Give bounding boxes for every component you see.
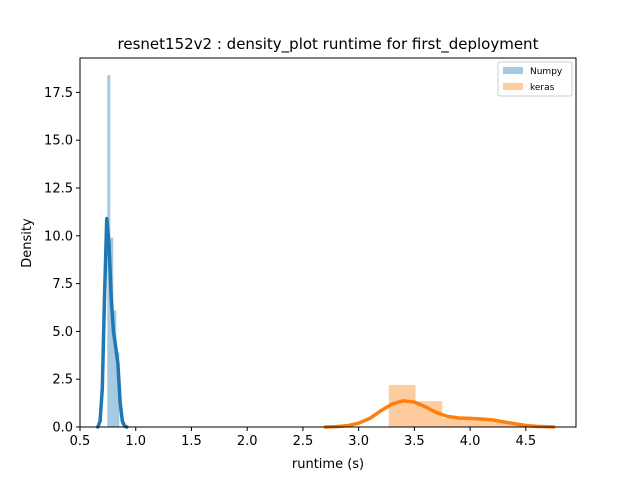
y-tick-label: 7.5 — [52, 277, 73, 292]
histogram-bar-numpy-2 — [113, 310, 117, 427]
legend-label-keras: keras — [530, 83, 555, 93]
y-tick-label: 2.5 — [52, 373, 73, 388]
legend-label-numpy: Numpy — [530, 67, 563, 77]
y-tick-label: 0.0 — [52, 421, 73, 436]
histogram-bar-keras-2 — [442, 418, 469, 427]
y-tick-label: 5.0 — [52, 325, 73, 340]
x-tick-label: 1.5 — [181, 434, 202, 449]
x-tick-label: 2.0 — [237, 434, 258, 449]
x-tick-label: 4.0 — [460, 434, 481, 449]
y-tick-label: 17.5 — [44, 86, 73, 101]
histogram-bar-keras-4 — [495, 422, 523, 427]
plot-frame — [79, 57, 577, 428]
legend: Numpy keras — [497, 61, 573, 97]
plot-area — [79, 57, 577, 429]
x-tick-label: 3.5 — [404, 434, 425, 449]
legend-swatch-numpy — [503, 67, 523, 74]
x-tick-label: 2.5 — [293, 434, 314, 449]
chart-title: resnet152v2 : density_plot runtime for f… — [118, 35, 539, 54]
y-tick-label: 15.0 — [44, 134, 73, 149]
x-tick-label: 4.5 — [515, 434, 536, 449]
y-axis-label: Density — [20, 218, 35, 268]
kde-line-keras — [323, 399, 556, 429]
histogram-bar-keras-3 — [468, 418, 496, 427]
x-tick-label: 1.0 — [125, 434, 146, 449]
kde-line-numpy — [96, 216, 129, 429]
legend-box — [497, 61, 573, 97]
x-tick-label: 0.5 — [70, 434, 91, 449]
y-axis-ticks: 0.0 2.5 5.0 7.5 10.0 12.5 15.0 17.5 — [44, 86, 80, 436]
kde-curves — [96, 216, 556, 429]
y-tick-label: 12.5 — [44, 182, 73, 197]
legend-swatch-keras — [503, 83, 523, 90]
histogram-bar-keras-0 — [388, 384, 416, 427]
x-axis-ticks: 0.5 1.0 1.5 2.0 2.5 3.0 3.5 4.0 4.5 — [70, 427, 536, 449]
y-tick-label: 10.0 — [44, 229, 73, 244]
x-axis-label: runtime (s) — [292, 457, 364, 472]
x-tick-label: 3.0 — [348, 434, 369, 449]
